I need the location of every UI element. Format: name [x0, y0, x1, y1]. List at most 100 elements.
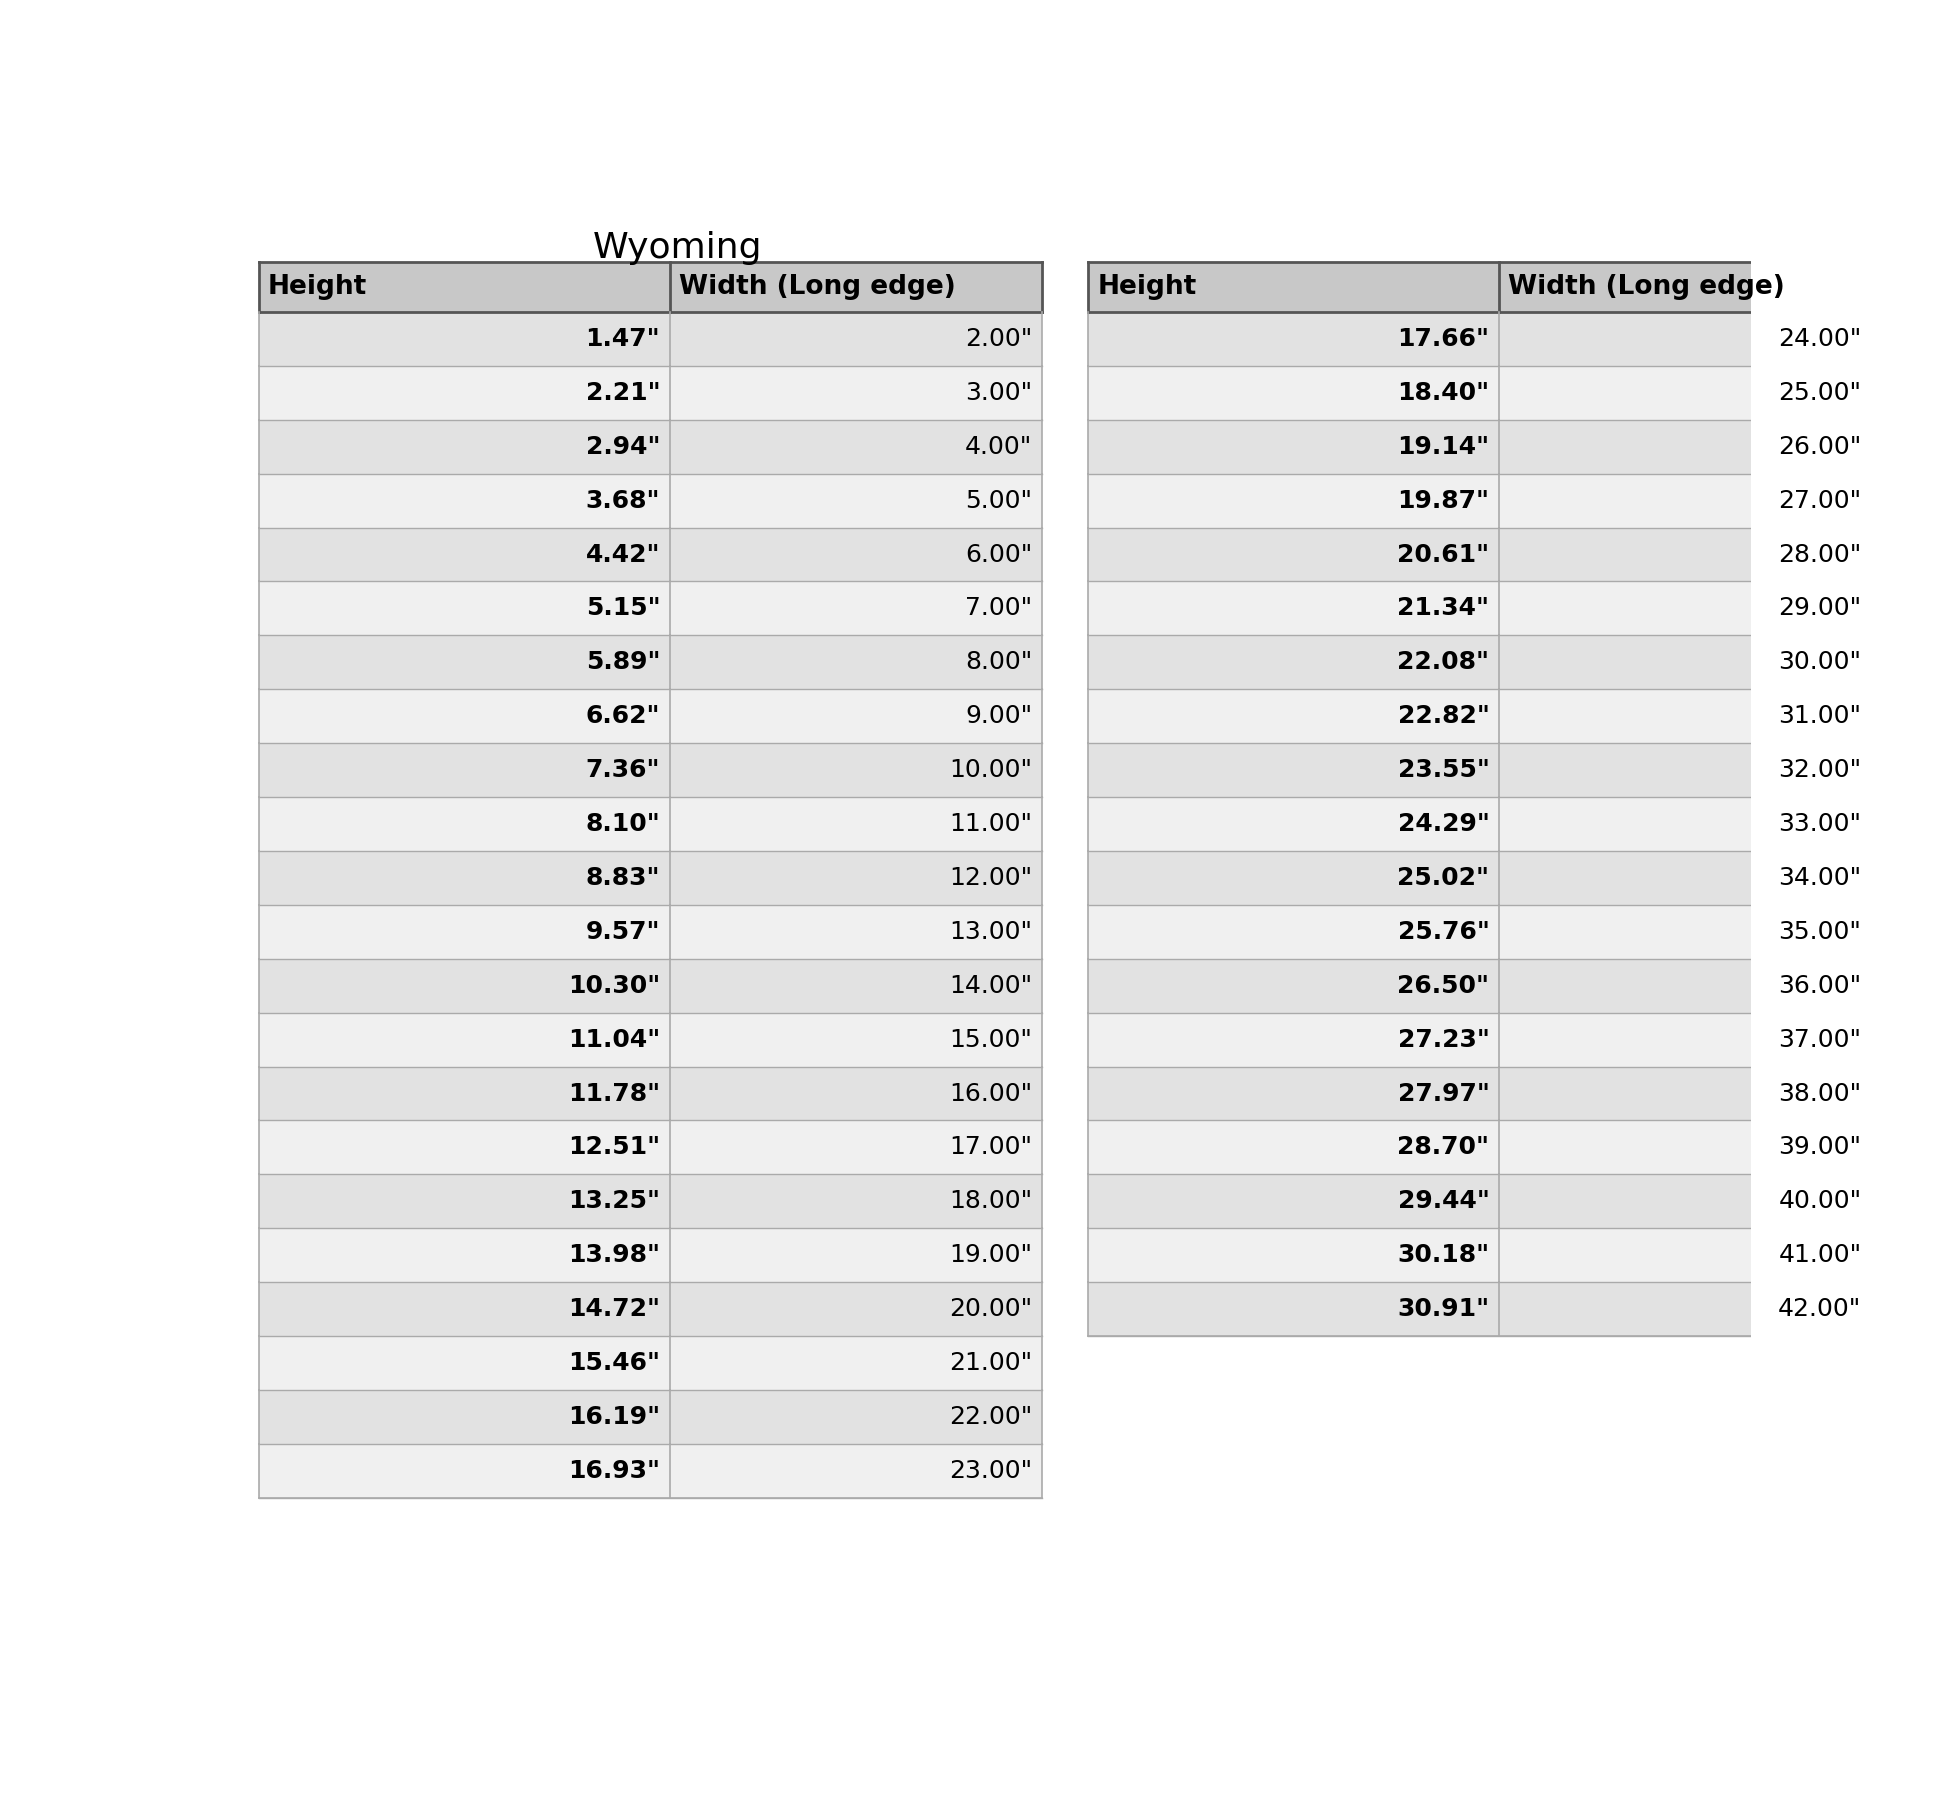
Bar — [259, 743, 1041, 798]
Bar — [1088, 365, 1870, 420]
Bar — [1088, 850, 1870, 905]
Text: 5.00": 5.00" — [965, 489, 1031, 512]
Bar — [1088, 798, 1870, 850]
Text: 16.19": 16.19" — [568, 1405, 660, 1428]
Text: 42.00": 42.00" — [1779, 1297, 1862, 1321]
Text: 30.91": 30.91" — [1397, 1297, 1489, 1321]
Text: 2.94": 2.94" — [586, 434, 660, 458]
Text: 7.36": 7.36" — [586, 758, 660, 781]
Bar — [1088, 1067, 1870, 1121]
Text: 41.00": 41.00" — [1779, 1243, 1862, 1266]
Text: 4.42": 4.42" — [586, 543, 660, 567]
Text: 1.47": 1.47" — [586, 327, 660, 351]
Text: 27.23": 27.23" — [1397, 1028, 1489, 1052]
Text: 19.87": 19.87" — [1397, 489, 1489, 512]
Bar — [259, 1445, 1041, 1497]
Text: 10.30": 10.30" — [568, 974, 660, 998]
Bar — [259, 850, 1041, 905]
Text: 19.00": 19.00" — [950, 1243, 1031, 1266]
Text: 8.00": 8.00" — [965, 650, 1031, 674]
Text: 17.00": 17.00" — [950, 1136, 1031, 1159]
Text: Height: Height — [1098, 274, 1197, 300]
Text: 17.66": 17.66" — [1397, 327, 1489, 351]
Text: 28.70": 28.70" — [1397, 1136, 1489, 1159]
Text: 25.00": 25.00" — [1779, 382, 1862, 405]
Text: 6.62": 6.62" — [586, 705, 660, 729]
Bar — [1088, 1283, 1870, 1335]
Text: 22.08": 22.08" — [1397, 650, 1489, 674]
Bar — [1088, 1121, 1870, 1174]
Bar — [259, 474, 1041, 527]
Bar — [1088, 1174, 1870, 1228]
Text: 29.00": 29.00" — [1779, 596, 1862, 620]
Bar — [1088, 743, 1870, 798]
Bar — [1088, 262, 1870, 313]
Text: 6.00": 6.00" — [965, 543, 1031, 567]
Text: 18.00": 18.00" — [950, 1190, 1031, 1214]
Text: 24.00": 24.00" — [1779, 327, 1862, 351]
Text: 2.00": 2.00" — [965, 327, 1031, 351]
Bar — [259, 1228, 1041, 1283]
Text: 13.00": 13.00" — [950, 919, 1031, 943]
Bar — [259, 689, 1041, 743]
Text: 16.00": 16.00" — [950, 1081, 1031, 1105]
Text: 4.00": 4.00" — [965, 434, 1031, 458]
Text: 8.10": 8.10" — [586, 812, 660, 836]
Text: 20.61": 20.61" — [1397, 543, 1489, 567]
Bar — [259, 365, 1041, 420]
Text: 29.44": 29.44" — [1397, 1190, 1489, 1214]
Bar — [1088, 689, 1870, 743]
Bar — [259, 905, 1041, 959]
Text: Width (Long edge): Width (Long edge) — [679, 274, 955, 300]
Text: 21.00": 21.00" — [950, 1352, 1031, 1375]
Bar — [259, 1067, 1041, 1121]
Text: 23.55": 23.55" — [1397, 758, 1489, 781]
Text: 20.00": 20.00" — [950, 1297, 1031, 1321]
Text: 3.68": 3.68" — [586, 489, 660, 512]
Bar — [1088, 527, 1870, 581]
Text: 18.40": 18.40" — [1397, 382, 1489, 405]
Bar — [259, 1335, 1041, 1390]
Text: 11.78": 11.78" — [568, 1081, 660, 1105]
Text: 32.00": 32.00" — [1779, 758, 1862, 781]
Text: 34.00": 34.00" — [1779, 867, 1862, 890]
Text: 40.00": 40.00" — [1779, 1190, 1862, 1214]
Text: 8.83": 8.83" — [586, 867, 660, 890]
Bar — [1088, 474, 1870, 527]
Text: 19.14": 19.14" — [1397, 434, 1489, 458]
Bar — [259, 581, 1041, 636]
Text: Height: Height — [269, 274, 368, 300]
Text: 28.00": 28.00" — [1779, 543, 1862, 567]
Text: 5.89": 5.89" — [586, 650, 660, 674]
Text: 9.57": 9.57" — [586, 919, 660, 943]
Text: 22.00": 22.00" — [950, 1405, 1031, 1428]
Bar — [1088, 959, 1870, 1012]
Bar — [1088, 636, 1870, 689]
Text: 39.00": 39.00" — [1779, 1136, 1862, 1159]
Text: 14.00": 14.00" — [950, 974, 1031, 998]
Bar — [259, 636, 1041, 689]
Text: 14.72": 14.72" — [568, 1297, 660, 1321]
Text: 23.00": 23.00" — [950, 1459, 1031, 1483]
Text: 33.00": 33.00" — [1779, 812, 1862, 836]
Text: 38.00": 38.00" — [1779, 1081, 1862, 1105]
Bar — [1088, 905, 1870, 959]
Text: 30.00": 30.00" — [1779, 650, 1862, 674]
Text: 12.00": 12.00" — [950, 867, 1031, 890]
Text: 22.82": 22.82" — [1397, 705, 1489, 729]
Text: 27.97": 27.97" — [1397, 1081, 1489, 1105]
Text: Wyoming: Wyoming — [592, 231, 763, 265]
Text: 10.00": 10.00" — [950, 758, 1031, 781]
Bar — [259, 1283, 1041, 1335]
Text: 2.21": 2.21" — [586, 382, 660, 405]
Bar — [259, 1012, 1041, 1067]
Text: 11.00": 11.00" — [950, 812, 1031, 836]
Text: 12.51": 12.51" — [568, 1136, 660, 1159]
Bar — [259, 959, 1041, 1012]
Text: 37.00": 37.00" — [1779, 1028, 1862, 1052]
Text: 13.25": 13.25" — [568, 1190, 660, 1214]
Text: 9.00": 9.00" — [965, 705, 1031, 729]
Text: 11.04": 11.04" — [568, 1028, 660, 1052]
Bar — [259, 798, 1041, 850]
Bar — [259, 1121, 1041, 1174]
